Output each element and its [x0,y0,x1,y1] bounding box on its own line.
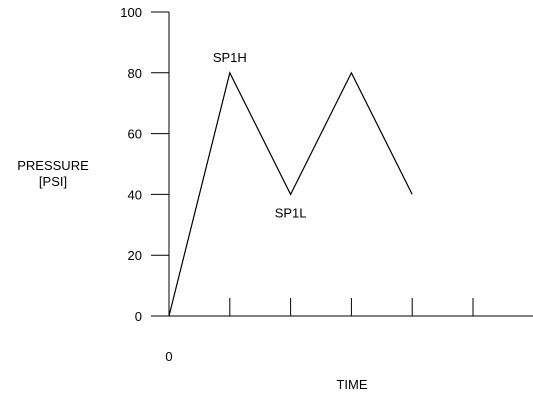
series-line [168,71,413,317]
y-axis-label-line-1: PRESSURE [17,158,89,173]
y-tick-label: 100 [120,5,142,20]
y-tick-label: 20 [128,248,142,263]
series-layer [168,71,413,317]
annotation-setpoint-low: SP1L [275,205,307,220]
labels-layer: PRESSURE [PSI] TIME 0 20 40 60 80 100 0 SP1H SP1… [17,5,368,392]
annotation-setpoint-high: SP1H [213,50,247,65]
x-axis-label: TIME [336,377,367,392]
x-tick-label: 0 [165,349,172,364]
axes [151,11,533,317]
y-tick-label: 60 [128,127,142,142]
y-tick-label: 0 [135,309,142,324]
y-tick-label: 40 [128,187,142,202]
y-axis-label-line-2: [PSI] [39,174,67,189]
y-tick-label: 80 [128,66,142,81]
